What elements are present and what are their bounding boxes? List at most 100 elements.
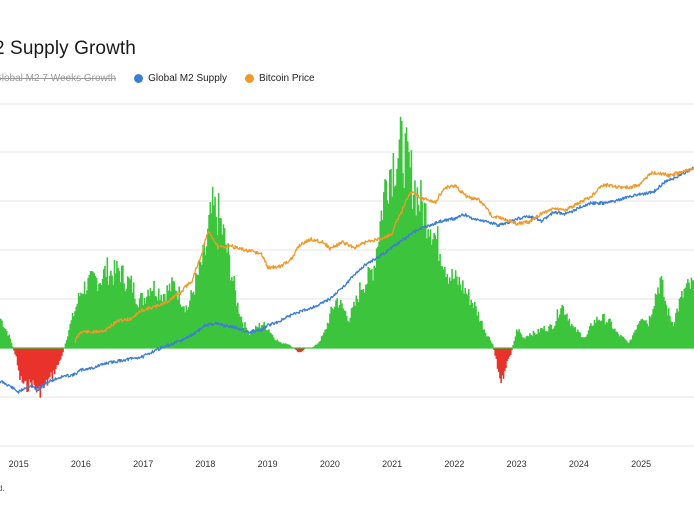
legend-item-m2-supply[interactable]: Global M2 Supply [134,73,227,84]
growth-bar [226,252,228,348]
growth-bar [326,322,329,348]
growth-bar [216,235,219,348]
growth-bar [592,325,595,348]
growth-bar [84,294,87,348]
growth-bar [578,331,580,348]
growth-bar [73,316,75,348]
growth-bar [106,257,109,348]
growth-bar [604,324,607,348]
growth-bar [530,334,532,348]
growth-bar [548,326,550,348]
growth-bar [657,287,659,348]
growth-bar [509,348,512,355]
growth-bar [264,325,267,348]
growth-bar [526,335,529,348]
growth-bar [317,343,319,348]
growth-bar [458,276,461,348]
growth-bar [122,265,124,348]
x-tick-label: 2020 [320,459,340,469]
legend-item-bitcoin-price[interactable]: Bitcoin Price [245,73,315,84]
growth-bar [485,336,488,348]
growth-bar [13,348,15,351]
growth-bar [677,311,680,348]
growth-bar [95,278,98,348]
growth-bar [389,169,391,348]
growth-bar [682,297,684,348]
growth-bar [283,343,286,348]
legend-label-bitcoin-price: Bitcoin Price [259,73,315,84]
growth-bar [539,328,542,348]
legend-label-m2-growth: Global M2 7 Weeks Growth [0,73,117,84]
growth-bar [257,327,259,348]
growth-bar [441,266,444,348]
growth-bar [383,192,385,348]
growth-bar [90,271,93,348]
growth-bar [86,290,88,348]
growth-bar [174,290,177,348]
growth-bar [172,280,174,348]
growth-bar [417,204,420,348]
growth-bar [301,348,304,352]
growth-bar [560,308,562,348]
growth-bar [344,311,347,348]
growth-bar [452,278,455,348]
growth-bar [193,294,196,348]
growth-bar [266,330,269,348]
growth-bar [496,348,499,369]
growth-bar [393,186,396,348]
growth-bar [642,320,645,348]
growth-bar [502,348,505,379]
growth-bar [451,268,453,348]
growth-bar [396,168,398,348]
x-tick-label: 2018 [195,459,215,469]
growth-bar [362,288,365,348]
growth-bar [454,270,457,348]
growth-bar [349,317,352,348]
growth-bar [119,282,122,348]
growth-bar [660,276,663,348]
growth-bar [371,269,373,348]
growth-bar [594,322,597,348]
growth-bar [626,340,628,348]
growth-bar [118,270,121,348]
growth-bar [616,331,619,348]
growth-bar [47,348,50,379]
growth-bar [153,280,155,348]
growth-bar [94,275,97,348]
growth-bar [649,317,652,348]
growth-bar [439,253,441,348]
growth-bar [623,338,626,348]
growth-bar [470,299,473,348]
growth-bar [639,320,641,348]
growth-bar [448,277,451,348]
growth-bar [222,224,225,348]
growth-bar [234,290,237,348]
growth-bar [177,299,179,348]
growth-bar [520,334,523,348]
growth-bar [497,348,500,372]
growth-bar [213,205,215,348]
growth-bar [256,326,258,348]
growth-bar [27,348,30,392]
growth-bar [98,283,100,348]
growth-bar [523,337,525,348]
growth-bar [683,288,686,348]
growth-bar [457,285,459,348]
growth-bar [142,305,145,348]
growth-bar [494,348,496,356]
growth-bar [88,274,91,348]
growth-bar [363,292,366,348]
growth-bar [446,274,449,348]
growth-bar [384,179,386,348]
growth-bar [335,300,337,348]
growth-bar [217,193,220,348]
growth-bar [434,235,437,348]
growth-bar [635,329,638,348]
growth-bar [132,282,135,348]
legend-item-m2-growth[interactable]: Global M2 7 Weeks Growth [0,73,116,84]
growth-bar [178,286,180,348]
growth-bar [57,348,60,365]
growth-bar [640,319,642,348]
growth-bar [423,202,426,348]
